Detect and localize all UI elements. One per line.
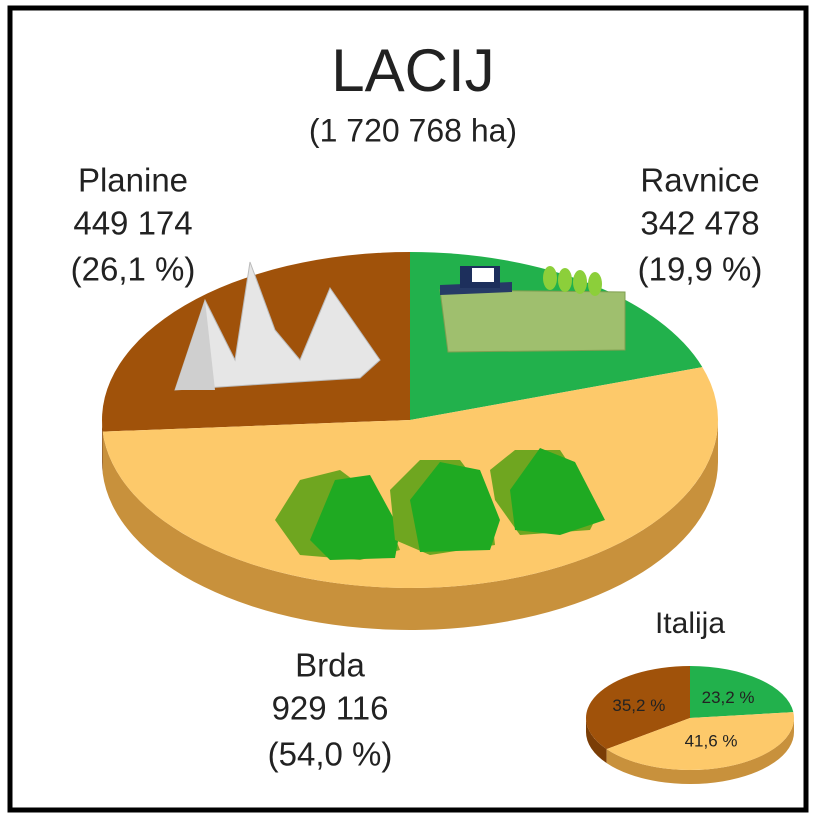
share-label: (54,0 %) bbox=[268, 736, 393, 773]
chart: LACIJ (1 720 768 ha) Planine 449 174 (26,1 %… bbox=[0, 0, 813, 818]
pie-title: LACIJ bbox=[331, 37, 494, 104]
value-label: 41,6 % bbox=[685, 732, 738, 751]
pie-subtitle: (1 720 768 ha) bbox=[309, 112, 517, 148]
field bbox=[440, 290, 625, 352]
category-label: Brda bbox=[295, 647, 365, 684]
value-label: 35,2 % bbox=[612, 696, 665, 715]
value-label: 23,2 % bbox=[702, 688, 755, 707]
value-label: 342 478 bbox=[640, 205, 759, 242]
share-label: (19,9 %) bbox=[638, 251, 763, 288]
category-label: Planine bbox=[78, 162, 188, 199]
value-label: 449 174 bbox=[73, 205, 192, 242]
pie-title: Italija bbox=[655, 607, 725, 640]
share-label: (26,1 %) bbox=[71, 251, 196, 288]
house-wall bbox=[472, 268, 494, 282]
category-label: Ravnice bbox=[640, 162, 759, 199]
value-label: 929 116 bbox=[272, 690, 389, 727]
